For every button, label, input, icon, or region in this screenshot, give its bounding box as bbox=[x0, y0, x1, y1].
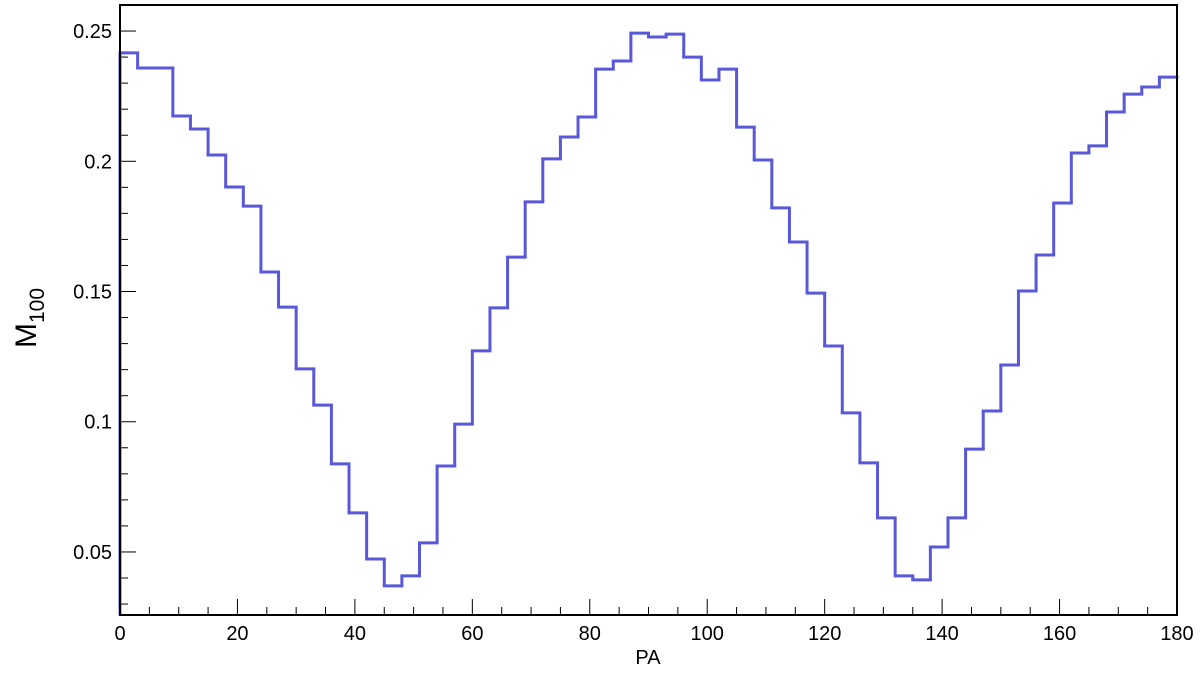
x-tick-label: 0 bbox=[114, 623, 125, 645]
y-tick-label: 0.1 bbox=[84, 412, 112, 434]
plot-frame bbox=[119, 4, 1178, 616]
x-tick-label: 140 bbox=[925, 623, 958, 645]
x-tick-label: 20 bbox=[226, 623, 248, 645]
y-axis-label-main: M bbox=[10, 323, 43, 348]
x-tick-label: 40 bbox=[344, 623, 366, 645]
y-tick-label: 0.05 bbox=[73, 542, 112, 564]
x-axis-label: PA bbox=[635, 647, 661, 669]
y-axis-label-subscript: 100 bbox=[26, 288, 49, 323]
x-tick-label: 80 bbox=[579, 623, 601, 645]
x-tick-label: 100 bbox=[691, 623, 724, 645]
y-tick-label: 0.2 bbox=[84, 151, 112, 173]
y-tick-label: 0.25 bbox=[73, 21, 112, 43]
x-tick-label: 160 bbox=[1043, 623, 1076, 645]
x-tick-label: 60 bbox=[461, 623, 483, 645]
y-axis-label: M100 bbox=[10, 288, 49, 348]
x-tick-label: 120 bbox=[808, 623, 841, 645]
x-tick-label: 180 bbox=[1160, 623, 1193, 645]
y-tick-label: 0.15 bbox=[73, 282, 112, 304]
